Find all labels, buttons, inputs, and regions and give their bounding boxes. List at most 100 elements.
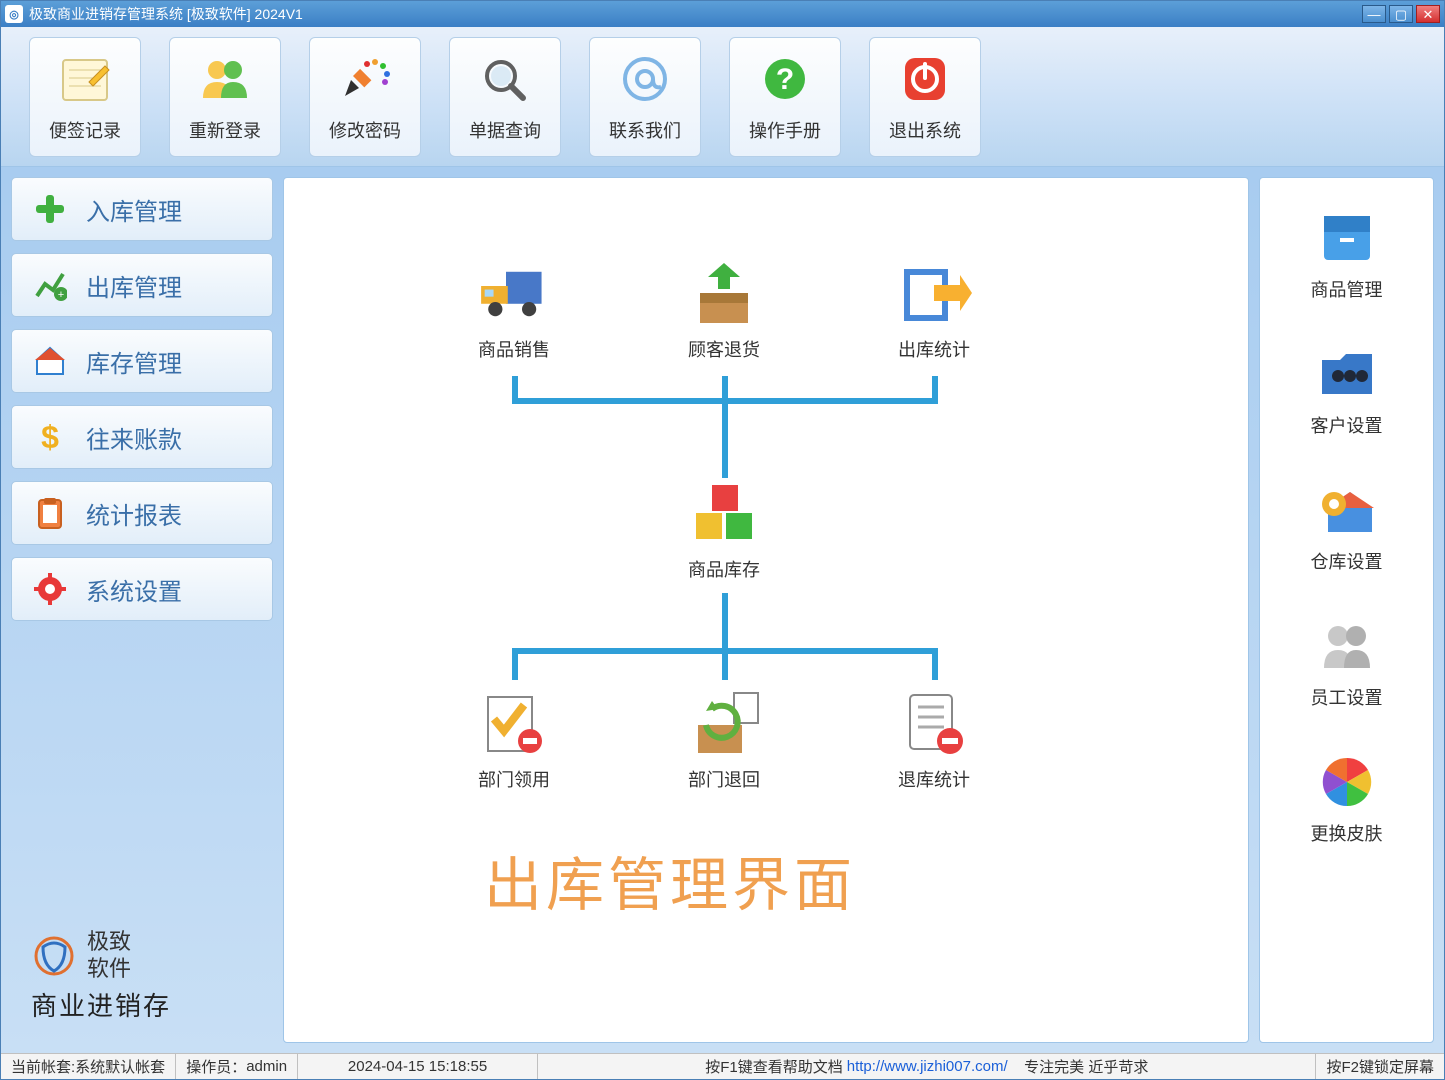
minimize-button[interactable]: — [1362,5,1386,23]
chart-up-icon: + [32,267,68,303]
right-skin[interactable]: 更换皮肤 [1311,752,1383,846]
flow-line [932,648,938,680]
house-icon [32,343,68,379]
node-deptuse[interactable]: 部门领用 [454,688,574,792]
truck-icon [474,258,554,330]
right-warehouse[interactable]: 仓库设置 [1311,480,1383,574]
nav-system[interactable]: 系统设置 [11,557,273,621]
clipboard-icon [32,495,68,531]
toolbar-manual-button[interactable]: ? 操作手册 [729,37,841,157]
brand-logo-icon [31,933,77,979]
nav-outbound[interactable]: + 出库管理 [11,253,273,317]
node-outstat-label: 出库统计 [898,336,970,362]
toolbar-query-button[interactable]: 单据查询 [449,37,561,157]
help-icon: ? [755,51,815,107]
status-account: 当前帐套:系统默认帐套 [1,1054,176,1079]
maximize-button[interactable]: ▢ [1389,5,1413,23]
flow-line [722,593,728,653]
pencil-dots-icon [335,51,395,107]
right-sidebar: 商品管理 客户设置 仓库设置 员工设置 更换皮肤 [1259,177,1434,1043]
right-goods-label: 商品管理 [1311,276,1383,302]
toolbar-relogin-label: 重新登录 [189,117,261,143]
status-help: 按F1键查看帮助文档 http://www.jizhi007.com/ 专注完美… [538,1054,1316,1079]
toolbar-note-label: 便签记录 [49,117,121,143]
app-icon: ◎ [5,5,23,23]
app-window: ◎ 极致商业进销存管理系统 [极致软件] 2024V1 — ▢ ✕ 便签记录 重… [0,0,1445,1080]
svg-text:?: ? [776,63,794,96]
users-icon [195,51,255,107]
toolbar-note-button[interactable]: 便签记录 [29,37,141,157]
status-lock-hint: 按F2键锁定屏幕 [1316,1054,1444,1079]
node-outstat[interactable]: 出库统计 [874,258,994,362]
nav-outbound-label: 出库管理 [86,268,182,303]
node-inventory-label: 商品库存 [688,556,760,582]
magnifier-icon [475,51,535,107]
flow-line [722,648,728,680]
node-deptret[interactable]: 部门退回 [664,688,784,792]
right-customer-label: 客户设置 [1311,412,1383,438]
plus-icon [32,191,68,227]
toolbar: 便签记录 重新登录 修改密码 单据查询 联系我们 [1,27,1444,167]
window-title: 极致商业进销存管理系统 [极致软件] 2024V1 [29,4,1362,24]
nav-stock-label: 库存管理 [86,344,182,379]
toolbar-exit-label: 退出系统 [889,117,961,143]
brand-block: 极致 软件 商业进销存 [11,919,273,1043]
right-goods[interactable]: 商品管理 [1311,208,1383,302]
right-customer[interactable]: 客户设置 [1311,344,1383,438]
nav-system-label: 系统设置 [86,572,182,607]
toolbar-relogin-button[interactable]: 重新登录 [169,37,281,157]
toolbar-exit-button[interactable]: 退出系统 [869,37,981,157]
box-down-icon [684,258,764,330]
export-icon [894,258,974,330]
power-icon [895,51,955,107]
svg-text:$: $ [41,420,59,454]
brand-line1: 极致 [87,929,131,955]
node-return[interactable]: 顾客退货 [664,258,784,362]
flow-line [512,648,518,680]
toolbar-passwd-label: 修改密码 [329,117,401,143]
right-warehouse-label: 仓库设置 [1311,548,1383,574]
at-icon [615,51,675,107]
help-link[interactable]: http://www.jizhi007.com/ [847,1058,1008,1075]
note-icon [55,51,115,107]
statusbar: 当前帐套:系统默认帐套 操作员：admin 2024-04-15 15:18:5… [1,1053,1444,1079]
checklist-icon [474,688,554,760]
folder-people-icon [1315,344,1379,404]
box-cycle-icon [684,688,764,760]
node-inventory[interactable]: 商品库存 [664,478,784,582]
nav-report-label: 统计报表 [86,496,182,531]
brand-line2: 软件 [87,956,131,982]
nav-stock[interactable]: 库存管理 [11,329,273,393]
node-sales[interactable]: 商品销售 [454,258,574,362]
left-nav: 入库管理 + 出库管理 库存管理 $ 往来账款 统计报表 系统设置 [11,177,273,1043]
nav-account[interactable]: $ 往来账款 [11,405,273,469]
boxes-icon [684,478,764,550]
nav-report[interactable]: 统计报表 [11,481,273,545]
right-staff-label: 员工设置 [1311,684,1383,710]
toolbar-query-label: 单据查询 [469,117,541,143]
toolbar-contact-label: 联系我们 [609,117,681,143]
status-datetime: 2024-04-15 15:18:55 [298,1054,538,1079]
node-retstat-label: 退库统计 [898,766,970,792]
node-sales-label: 商品销售 [478,336,550,362]
node-deptret-label: 部门退回 [688,766,760,792]
titlebar: ◎ 极致商业进销存管理系统 [极致软件] 2024V1 — ▢ ✕ [1,1,1444,27]
status-operator: 操作员：admin [176,1054,298,1079]
right-staff[interactable]: 员工设置 [1311,616,1383,710]
nav-inbound[interactable]: 入库管理 [11,177,273,241]
right-skin-label: 更换皮肤 [1311,820,1383,846]
toolbar-passwd-button[interactable]: 修改密码 [309,37,421,157]
flow-line [722,404,728,478]
close-button[interactable]: ✕ [1416,5,1440,23]
dollar-icon: $ [32,419,68,455]
node-deptuse-label: 部门领用 [478,766,550,792]
svg-text:+: + [58,289,64,301]
toolbar-contact-button[interactable]: 联系我们 [589,37,701,157]
people-icon [1315,616,1379,676]
color-wheel-icon [1315,752,1379,812]
gear-icon [32,571,68,607]
cabinet-icon [1315,208,1379,268]
node-retstat[interactable]: 退库统计 [874,688,994,792]
house-gear-icon [1315,480,1379,540]
window-buttons: — ▢ ✕ [1362,5,1440,23]
